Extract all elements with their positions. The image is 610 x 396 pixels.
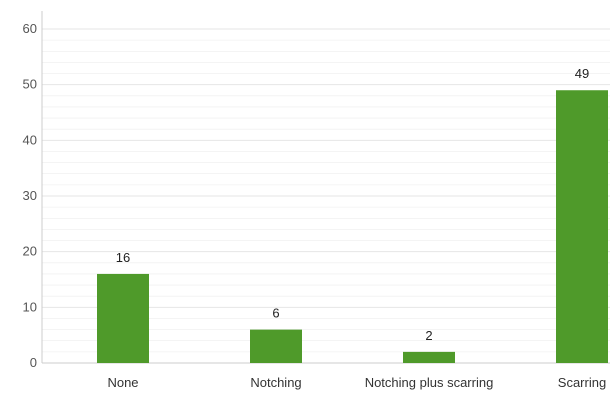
- bar-notching-plus-scarring[interactable]: [403, 352, 455, 363]
- data-label: 6: [272, 306, 279, 321]
- data-label: 49: [575, 66, 589, 81]
- x-axis-categories: None Notching Notching plus scarring Scarri…: [107, 375, 606, 390]
- bar-none[interactable]: [97, 274, 149, 363]
- y-tick-label: 10: [23, 299, 37, 314]
- bars: [97, 90, 608, 363]
- data-labels: 16 6 2 49: [116, 66, 589, 343]
- y-tick-label: 0: [30, 355, 37, 370]
- x-category-label: None: [107, 375, 138, 390]
- bar-notching[interactable]: [250, 330, 302, 363]
- x-category-label: Notching plus scarring: [365, 375, 494, 390]
- y-tick-label: 30: [23, 188, 37, 203]
- y-tick-label: 50: [23, 77, 37, 92]
- y-tick-label: 40: [23, 132, 37, 147]
- x-category-label: Scarring: [558, 375, 606, 390]
- y-tick-label: 60: [23, 21, 37, 36]
- data-label: 16: [116, 250, 130, 265]
- x-category-label: Notching: [250, 375, 301, 390]
- data-label: 2: [425, 328, 432, 343]
- y-axis-ticks: 0 10 20 30 40 50 60: [23, 21, 37, 370]
- bar-scarring[interactable]: [556, 90, 608, 363]
- y-tick-label: 20: [23, 244, 37, 259]
